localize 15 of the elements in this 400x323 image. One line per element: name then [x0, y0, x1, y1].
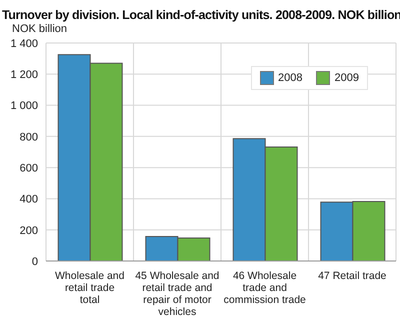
x-tick-label: 47 Retail trade [318, 270, 387, 282]
y-tick-label: 1 200 [10, 69, 38, 82]
legend-label: 2008 [278, 72, 302, 84]
x-tick-label: Wholesale and retail trade total [55, 270, 125, 306]
y-tick-label: 600 [20, 162, 38, 174]
legend-label: 2009 [334, 72, 359, 84]
y-tick-label: 400 [20, 194, 38, 206]
y-tick-label: 200 [20, 224, 38, 237]
y-axis-title: NOK billion [12, 23, 68, 35]
x-tick-label: 45 Wholesale and retail trade and repair of motor vehicles [135, 270, 220, 318]
y-tick-label: 0 [32, 256, 38, 268]
y-tick-label: 800 [20, 131, 38, 144]
x-tick-label: 46 Wholesale trade and commission trade [224, 270, 306, 306]
y-tick-label: 1 000 [10, 100, 38, 112]
y-tick-label: 1 400 [10, 38, 38, 50]
